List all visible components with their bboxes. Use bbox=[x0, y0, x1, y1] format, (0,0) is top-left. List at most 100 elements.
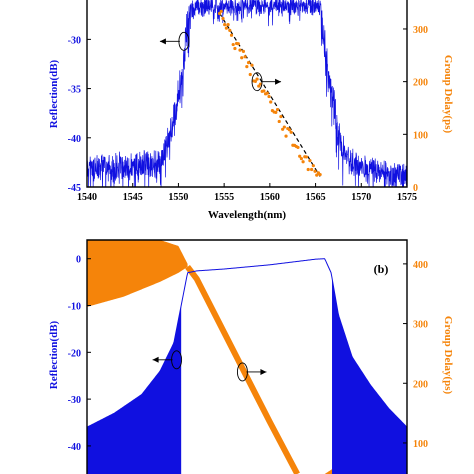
panel-a-xtick-label: 1575 bbox=[397, 192, 417, 203]
panel-a-delay-point bbox=[313, 169, 317, 173]
panel-b-ytick-right-label: 400 bbox=[413, 260, 428, 271]
panel-b: -40 -30 -20 -10 0 100 200 300 400 (b) Reflection… bbox=[48, 239, 454, 474]
panel-a-delay-point bbox=[289, 130, 293, 134]
panel-b-annotation-arrow-head bbox=[152, 356, 159, 363]
panel-b-ticks: -40 -30 -20 -10 0 100 200 300 400 bbox=[68, 255, 428, 453]
panel-a-delay-point bbox=[236, 42, 240, 46]
panel-a-delay-point bbox=[233, 46, 237, 51]
panel-a-delay-point bbox=[311, 164, 315, 168]
panel-a: 1540 1545 1550 1555 1560 1565 1570 1575 -45 -40 -3… bbox=[48, 0, 454, 221]
panel-a-xtick-label: 1570 bbox=[351, 192, 371, 203]
panel-a-annotations bbox=[159, 31, 282, 92]
panel-b-ytick-label: -10 bbox=[68, 302, 81, 313]
panel-a-ytick-right-label: 100 bbox=[413, 130, 428, 141]
panel-a-delay-point bbox=[301, 160, 305, 164]
panel-a-xtick-label: 1545 bbox=[123, 192, 143, 203]
panel-a-ytick-label: -35 bbox=[68, 85, 81, 96]
panel-b-ytick-label: -40 bbox=[68, 442, 81, 453]
panel-b-ylabel-right: Group Delay(ps) bbox=[442, 316, 454, 395]
panel-a-ytick-right-label: 200 bbox=[413, 78, 428, 89]
panel-a-delay-point bbox=[221, 16, 225, 21]
panel-a-delay-point bbox=[245, 65, 249, 69]
panel-a-delay-point bbox=[250, 63, 254, 67]
panel-a-delay-point bbox=[299, 156, 303, 161]
panel-a-xtick-label: 1550 bbox=[168, 192, 188, 203]
panel-b-plot-area bbox=[87, 240, 407, 474]
panel-a-delay-point bbox=[241, 49, 246, 53]
panel-a-delay-point bbox=[269, 100, 273, 104]
panel-a-delay-point bbox=[223, 23, 227, 27]
panel-a-delay-point bbox=[279, 114, 283, 119]
panel-a-ticks: 1540 1545 1550 1555 1560 1565 1570 1575 -45 -40 -3… bbox=[68, 25, 428, 203]
panel-b-delay-series bbox=[185, 265, 300, 474]
panel-b-annotations bbox=[152, 350, 267, 382]
panel-b-ytick-right-label: 300 bbox=[413, 320, 428, 331]
panel-a-ylabel: Reflection(dB) bbox=[48, 59, 60, 128]
panel-a-xtick-label: 1540 bbox=[77, 192, 97, 203]
panel-a-axes-frame bbox=[86, 0, 408, 188]
panel-a-delay-point bbox=[248, 72, 252, 77]
panel-a-delay-point bbox=[282, 125, 286, 129]
panel-a-delay-point bbox=[284, 134, 288, 138]
panel-a-delay-point bbox=[255, 77, 259, 81]
panel-a-annotation-arrow-head bbox=[275, 78, 282, 85]
panel-a-ytick-label: -45 bbox=[68, 183, 81, 194]
panel-a-xtick-label: 1555 bbox=[214, 192, 234, 203]
panel-a-delay-point bbox=[240, 56, 244, 60]
panel-b-ylabel: Reflection(dB) bbox=[48, 320, 60, 389]
panel-a-delay-point bbox=[262, 89, 266, 93]
panel-a-delay-point bbox=[265, 91, 269, 95]
panel-a-delay-point bbox=[318, 172, 322, 177]
panel-a-xtick-label: 1560 bbox=[260, 192, 280, 203]
panel-b-axes-frame bbox=[86, 239, 408, 474]
panel-a-delay-point bbox=[231, 42, 235, 47]
panel-a-ytick-right-label: 0 bbox=[413, 183, 418, 194]
panel-a-delay-point bbox=[308, 159, 312, 163]
panel-a-reflection-series bbox=[87, 0, 407, 187]
panel-b-ytick-label: -20 bbox=[68, 348, 81, 359]
panel-a-ylabel-right: Group Delay(ps) bbox=[442, 55, 454, 134]
panel-b-reflection-series bbox=[87, 258, 407, 428]
panel-a-ytick-label: -40 bbox=[68, 134, 81, 145]
panel-a-delay-point bbox=[277, 119, 281, 124]
panel-a-delay-point bbox=[267, 94, 271, 99]
panel-a-delay-point bbox=[217, 11, 222, 16]
panel-a-ytick-right-label: 300 bbox=[413, 25, 428, 36]
panel-a-delay-point bbox=[226, 23, 230, 27]
panel-a-delay-point bbox=[304, 155, 309, 159]
panel-a-delay-point bbox=[238, 48, 242, 52]
panel-a-plot-area bbox=[87, 0, 407, 187]
panel-a-xtick-label: 1565 bbox=[306, 192, 326, 203]
panel-b-annotation-arrow-head bbox=[260, 368, 267, 375]
panel-b-ytick-label: 0 bbox=[76, 255, 81, 266]
panel-a-delay-point bbox=[243, 55, 247, 59]
panel-a-delay-point bbox=[258, 82, 263, 86]
panel-a-delay-point bbox=[228, 28, 232, 33]
panel-a-delay-point bbox=[246, 61, 251, 65]
panel-a-delay-point bbox=[287, 128, 292, 132]
panel-a-delay-point bbox=[281, 127, 285, 131]
panel-a-delay-point bbox=[219, 9, 223, 13]
panel-b-sidelobe-right bbox=[332, 278, 407, 474]
panel-a-xlabel: Wavelength(nm) bbox=[208, 209, 287, 221]
panel-a-delay-point bbox=[306, 167, 310, 172]
panel-a-delay-point bbox=[310, 167, 314, 172]
panel-b-label: (b) bbox=[374, 262, 389, 276]
panel-b-ytick-label: -30 bbox=[68, 395, 81, 406]
panel-a-delay-point bbox=[296, 145, 300, 150]
panel-a-annotation-ellipse bbox=[178, 31, 190, 51]
panel-b-delay-ripple-band bbox=[87, 240, 188, 307]
panel-b-sidelobe-left bbox=[87, 305, 182, 474]
panel-b-ytick-right-label: 200 bbox=[413, 379, 428, 390]
panel-a-ytick-label: -30 bbox=[68, 35, 81, 46]
panel-a-delay-point bbox=[229, 33, 234, 37]
panel-a-delay-point bbox=[274, 110, 278, 114]
panel-b-ytick-right-label: 100 bbox=[413, 439, 428, 450]
panel-a-delay-point bbox=[253, 79, 257, 84]
panel-a-fit-line bbox=[219, 12, 321, 177]
panel-a-delay-point bbox=[298, 154, 302, 158]
panel-a-delay-point bbox=[275, 107, 280, 112]
panel-a-delay-point bbox=[224, 26, 228, 30]
panel-a-annotation-arrow-head bbox=[159, 38, 166, 45]
